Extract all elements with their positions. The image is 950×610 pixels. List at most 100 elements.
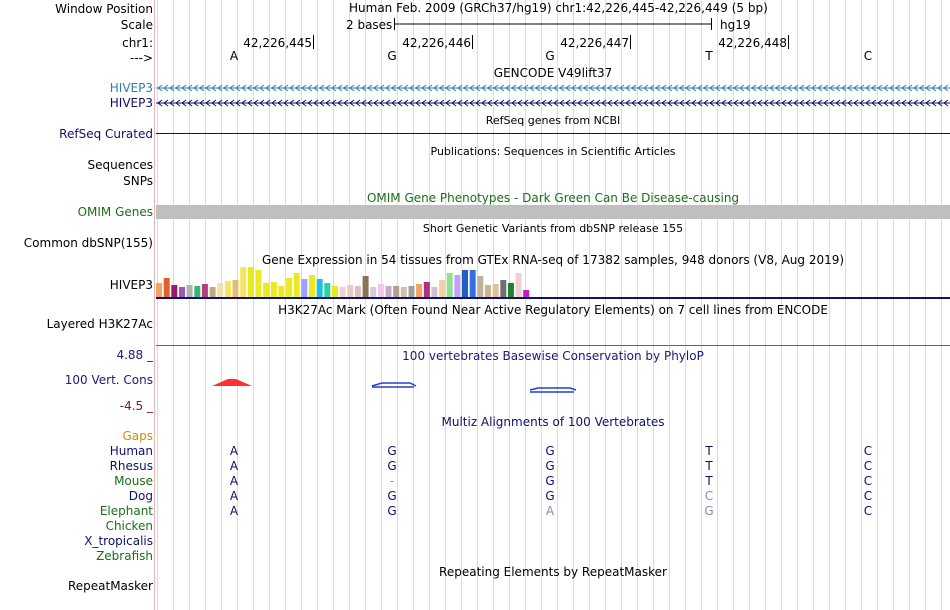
h3k27ac-track-title[interactable]: H3K27Ac Mark (Often Found Near Active Re…: [278, 303, 828, 317]
position-tick-marks: [313, 35, 789, 49]
strand-chevron: [181, 99, 187, 107]
strand-chevron: [655, 84, 661, 92]
gtex-tissue-bar: [156, 283, 162, 297]
strand-chevron: [193, 99, 199, 107]
strand-chevron: [469, 84, 475, 92]
strand-chevron: [493, 84, 499, 92]
repeatmasker-track-label[interactable]: RepeatMasker: [67, 579, 153, 593]
gtex-tissue-bar: [400, 287, 407, 297]
species-label[interactable]: Elephant: [99, 504, 153, 518]
dbsnp-track-title[interactable]: Short Genetic Variants from dbSNP releas…: [422, 222, 684, 235]
strand-chevron: [601, 99, 607, 107]
species-label[interactable]: X_tropicalis: [84, 534, 153, 548]
strand-chevron: [715, 84, 721, 92]
gtex-tissue-bar: [523, 290, 530, 297]
phylop-track-label[interactable]: 100 Vert. Cons: [64, 373, 153, 387]
position-tick-1: 42,226,445: [243, 36, 312, 50]
gtex-tissue-bar: [332, 286, 338, 297]
dbsnp-track-label[interactable]: Common dbSNP(155): [23, 236, 153, 250]
gtex-tissue-bar: [362, 276, 369, 297]
strand-chevron: [865, 99, 871, 107]
gtex-tissue-bar: [515, 273, 522, 297]
h3k27ac-track-label[interactable]: Layered H3K27Ac: [46, 317, 153, 331]
strand-chevron: [475, 99, 481, 107]
refseq-track-title[interactable]: RefSeq genes from NCBI: [485, 114, 621, 127]
strand-chevron: [217, 99, 223, 107]
strand-chevron: [661, 99, 667, 107]
gtex-tissue-bar: [240, 267, 247, 297]
strand-chevron: [781, 84, 787, 92]
refseq-gene-line[interactable]: [156, 133, 950, 134]
gtex-track-title[interactable]: Gene Expression in 54 tissues from GTEx …: [261, 253, 845, 267]
phylop-track-title[interactable]: 100 vertebrates Basewise Conservation by…: [402, 349, 704, 363]
strand-chevron: [817, 99, 823, 107]
strand-chevron: [553, 84, 559, 92]
species-label[interactable]: Dog: [128, 489, 153, 503]
strand-chevron: [649, 84, 655, 92]
strand-chevron: [361, 99, 367, 107]
strand-chevron: [535, 84, 541, 92]
species-label[interactable]: Rhesus: [109, 459, 153, 473]
species-label[interactable]: Human: [109, 444, 153, 458]
strand-chevron: [709, 84, 715, 92]
strand-chevron: [373, 99, 379, 107]
gencode-gene-label-2[interactable]: HIVEP3: [109, 96, 153, 110]
aligned-base: A: [229, 474, 239, 488]
gencode-transcript-2[interactable]: [156, 97, 950, 109]
scale-assembly: hg19: [720, 18, 751, 32]
gtex-tissue-bar: [370, 287, 377, 297]
scale-value: 2 bases: [346, 18, 393, 32]
gencode-gene-label-1[interactable]: HIVEP3: [109, 81, 153, 95]
strand-chevron: [277, 99, 283, 107]
strand-chevron: [415, 99, 421, 107]
strand-chevron: [829, 84, 835, 92]
gtex-expression-chart[interactable]: [156, 266, 950, 300]
gencode-track-title[interactable]: GENCODE V49lift37: [493, 66, 613, 80]
h3k27ac-baseline: [156, 345, 950, 346]
strand-chevron: [679, 84, 685, 92]
strand-chevron: [481, 84, 487, 92]
phylop-signal[interactable]: [156, 376, 950, 396]
publications-label-snps[interactable]: SNPs: [123, 174, 153, 188]
omim-gene-bar[interactable]: [156, 205, 950, 219]
aligned-base: A: [229, 444, 239, 458]
strand-chevron: [685, 99, 691, 107]
strand-chevron: [811, 99, 817, 107]
publications-track-title[interactable]: Publications: Sequences in Scientific Ar…: [430, 145, 676, 158]
strand-chevron: [853, 84, 859, 92]
omim-track-title[interactable]: OMIM Gene Phenotypes - Dark Green Can Be…: [366, 191, 740, 205]
strand-chevron: [469, 99, 475, 107]
strand-chevron: [835, 99, 841, 107]
strand-chevron: [517, 84, 523, 92]
omim-track-label[interactable]: OMIM Genes: [77, 205, 153, 219]
strand-chevron: [361, 84, 367, 92]
publications-label-sequences[interactable]: Sequences: [87, 158, 153, 172]
species-label[interactable]: Chicken: [105, 519, 153, 533]
strand-chevron: [583, 99, 589, 107]
gtex-tissue-bar: [163, 278, 170, 297]
multiz-track-title[interactable]: Multiz Alignments of 100 Vertebrates: [441, 415, 665, 429]
aligned-base: C: [863, 459, 873, 473]
strand-chevron: [391, 99, 397, 107]
gencode-transcript-1[interactable]: [156, 82, 950, 94]
gtex-tissue-bar: [201, 284, 208, 297]
aligned-base: G: [387, 444, 397, 458]
strand-chevron: [505, 84, 511, 92]
refseq-track-label[interactable]: RefSeq Curated: [59, 127, 153, 141]
strand-chevron: [337, 99, 343, 107]
species-label[interactable]: Zebrafish: [96, 549, 153, 563]
gtex-track-label[interactable]: HIVEP3: [109, 278, 153, 292]
species-label[interactable]: Mouse: [114, 474, 153, 488]
strand-chevron: [577, 84, 583, 92]
repeatmasker-track-title[interactable]: Repeating Elements by RepeatMasker: [439, 565, 667, 579]
ref-base: A: [229, 49, 239, 63]
strand-chevron: [805, 84, 811, 92]
strand-chevron: [391, 84, 397, 92]
strand-chevron: [259, 99, 265, 107]
aligned-base: A: [229, 459, 239, 473]
strand-chevron: [493, 99, 499, 107]
strand-chevron: [313, 99, 319, 107]
gtex-tissue-bar: [247, 267, 254, 297]
gaps-label[interactable]: Gaps: [122, 429, 153, 443]
strand-chevron: [169, 99, 175, 107]
